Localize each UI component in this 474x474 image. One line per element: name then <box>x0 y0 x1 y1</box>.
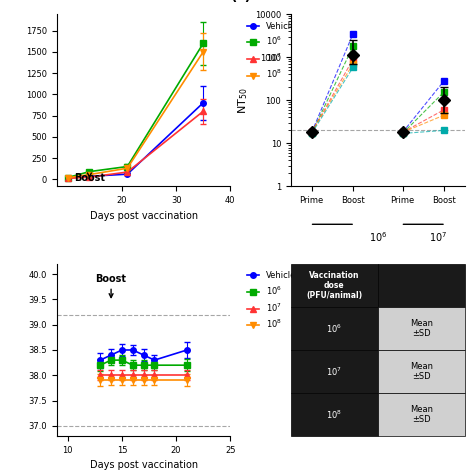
Y-axis label: NT$_{50}$: NT$_{50}$ <box>236 87 249 114</box>
Text: $10^7$: $10^7$ <box>429 230 447 244</box>
X-axis label: Days post vaccination: Days post vaccination <box>90 460 198 470</box>
Text: Boost: Boost <box>96 273 127 298</box>
Text: $10^6$: $10^6$ <box>369 230 387 244</box>
Text: Boost: Boost <box>74 173 105 183</box>
Text: (c): (c) <box>230 0 251 3</box>
X-axis label: Days post vaccination: Days post vaccination <box>90 210 198 221</box>
Legend: Vehicle, $10^6$, $10^7$, $10^8$: Vehicle, $10^6$, $10^7$, $10^8$ <box>243 268 300 333</box>
Legend: Vehicle, $10^6$, $10^7$, $10^8$: Vehicle, $10^6$, $10^7$, $10^8$ <box>243 18 300 84</box>
